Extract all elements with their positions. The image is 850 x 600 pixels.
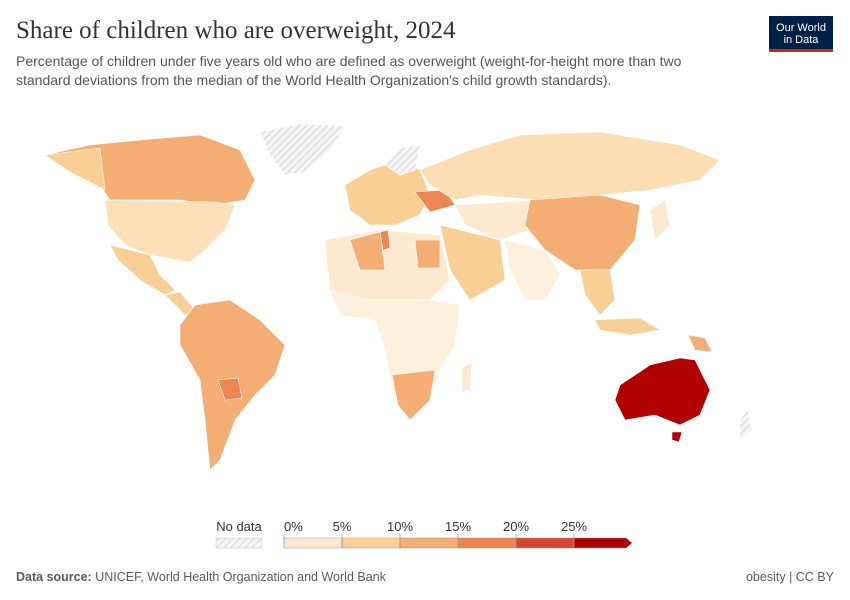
legend-bin xyxy=(283,537,343,549)
subtitle: Percentage of children under five years … xyxy=(16,53,682,69)
alaska xyxy=(44,147,106,191)
legend-tick-label: 10% xyxy=(387,519,413,534)
legend-bin xyxy=(341,537,401,549)
legend-tick-label: 15% xyxy=(445,519,471,534)
australia xyxy=(614,357,711,426)
tasmania xyxy=(671,431,683,443)
algeria xyxy=(349,231,386,271)
libya-tunisia xyxy=(379,229,391,251)
legend: No data 0% 5% 10% 15% 20% 25% xyxy=(215,519,633,549)
logo-box xyxy=(769,16,833,52)
legend-bin xyxy=(573,537,633,549)
japan xyxy=(649,199,671,241)
no-data-swatch xyxy=(215,537,263,549)
russia xyxy=(419,131,721,201)
middle-east xyxy=(439,224,506,301)
southern-africa xyxy=(391,369,436,421)
greenland xyxy=(259,123,346,176)
mexico xyxy=(109,244,176,296)
indonesia xyxy=(594,317,661,336)
legend-tick-label: 0% xyxy=(284,519,303,534)
logo-text: Our World xyxy=(776,22,826,34)
legend-bin xyxy=(399,537,459,549)
logo-text: in Data xyxy=(784,34,820,46)
source-text: UNICEF, World Health Organization and Wo… xyxy=(95,570,386,584)
legend-bin xyxy=(457,537,517,549)
no-data-label: No data xyxy=(216,519,262,534)
logo-bar xyxy=(769,49,833,52)
source: Data source: UNICEF, World Health Organi… xyxy=(16,570,387,584)
legend-tick-label: 25% xyxy=(561,519,587,534)
legend-tick-label: 20% xyxy=(503,519,529,534)
central-asia xyxy=(454,199,546,241)
sub-saharan-africa xyxy=(329,289,461,421)
papua-new-guinea xyxy=(687,334,713,353)
logo[interactable]: Our World in Data xyxy=(769,16,833,52)
legend-bin xyxy=(515,537,575,549)
scandinavia xyxy=(384,144,421,176)
new-zealand xyxy=(739,409,753,441)
madagascar xyxy=(461,361,473,393)
title: Share of children who are overweight, 20… xyxy=(16,17,456,44)
subtitle: standard deviations from the median of t… xyxy=(16,72,611,88)
india xyxy=(504,239,561,301)
legend-tick-label: 5% xyxy=(333,519,352,534)
source-label: Data source: xyxy=(16,570,92,584)
map xyxy=(44,123,753,471)
usa xyxy=(104,199,236,263)
southeast-asia xyxy=(579,269,616,316)
paraguay xyxy=(217,377,243,401)
license: obesity | CC BY xyxy=(746,570,835,584)
egypt xyxy=(414,239,441,269)
